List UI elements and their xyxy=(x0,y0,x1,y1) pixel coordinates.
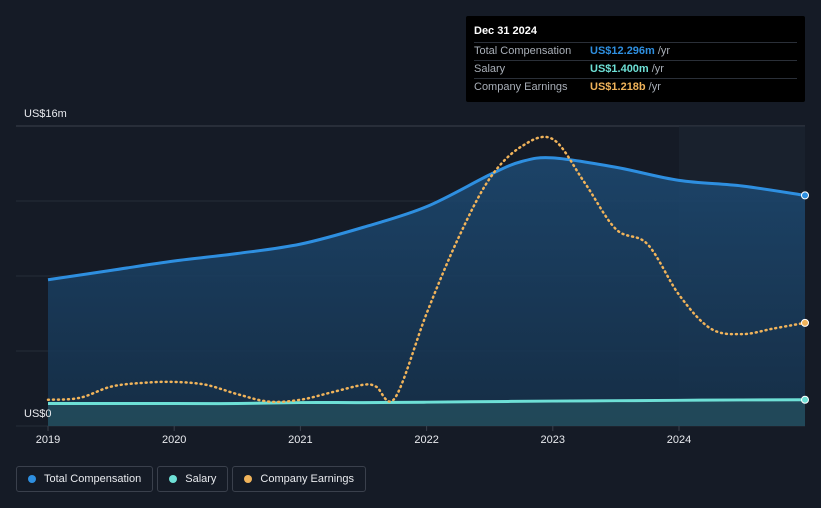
legend-dot-icon xyxy=(244,475,253,483)
legend-item-salary[interactable]: Salary xyxy=(157,466,229,492)
company-earnings-line xyxy=(46,135,807,404)
x-tick-label: 2022 xyxy=(414,434,438,446)
tooltip-label: Total Compensation xyxy=(474,45,572,57)
tooltip-label: Salary xyxy=(474,63,506,75)
tooltip-value: US$1.400m xyxy=(590,63,649,75)
x-tick-label: 2023 xyxy=(541,434,565,446)
tooltip-row-company-earnings: Company Earnings US$1.218b /yr xyxy=(474,79,797,96)
x-tick-label: 2020 xyxy=(162,434,186,446)
tooltip-unit: /yr xyxy=(648,81,661,93)
total-compensation-endpoint[interactable] xyxy=(801,191,809,200)
y-axis-bottom-label: US$0 xyxy=(24,408,52,420)
tooltip-value: US$12.296m xyxy=(590,45,655,57)
tooltip-row-total-compensation: Total Compensation US$12.296m /yr xyxy=(474,43,797,61)
x-tick-label: 2019 xyxy=(36,434,60,446)
legend-label: Company Earnings xyxy=(260,473,354,485)
legend-item-total-compensation[interactable]: Total Compensation xyxy=(16,466,154,492)
salary-area xyxy=(48,399,805,426)
x-tick-label: 2021 xyxy=(288,434,312,446)
salary-line xyxy=(48,398,806,406)
legend-label: Total Compensation xyxy=(44,473,142,485)
legend: Total Compensation Salary Company Earnin… xyxy=(16,466,366,492)
tooltip-date: Dec 31 2024 xyxy=(474,24,797,43)
total-compensation-line xyxy=(47,156,806,282)
y-axis-top-label: US$16m xyxy=(24,108,67,120)
tooltip: Dec 31 2024 Total Compensation US$12.296… xyxy=(466,16,805,102)
tooltip-label: Company Earnings xyxy=(474,81,568,93)
tooltip-row-salary: Salary US$1.400m /yr xyxy=(474,61,797,79)
legend-label: Salary xyxy=(185,473,217,485)
x-tick-label: 2024 xyxy=(667,434,691,446)
company-earnings-endpoint[interactable] xyxy=(801,318,809,327)
salary-endpoint[interactable] xyxy=(801,395,809,404)
legend-dot-icon xyxy=(28,475,36,483)
total-compensation-area xyxy=(48,157,805,426)
tooltip-value: US$1.218b xyxy=(590,81,646,93)
legend-dot-icon xyxy=(169,475,178,483)
tooltip-unit: /yr xyxy=(651,63,664,75)
series-layer xyxy=(46,135,809,426)
tooltip-unit: /yr xyxy=(657,45,671,57)
legend-item-company-earnings[interactable]: Company Earnings xyxy=(232,466,366,492)
x-axis: 2019 2020 2021 2022 2023 2024 xyxy=(36,426,691,446)
